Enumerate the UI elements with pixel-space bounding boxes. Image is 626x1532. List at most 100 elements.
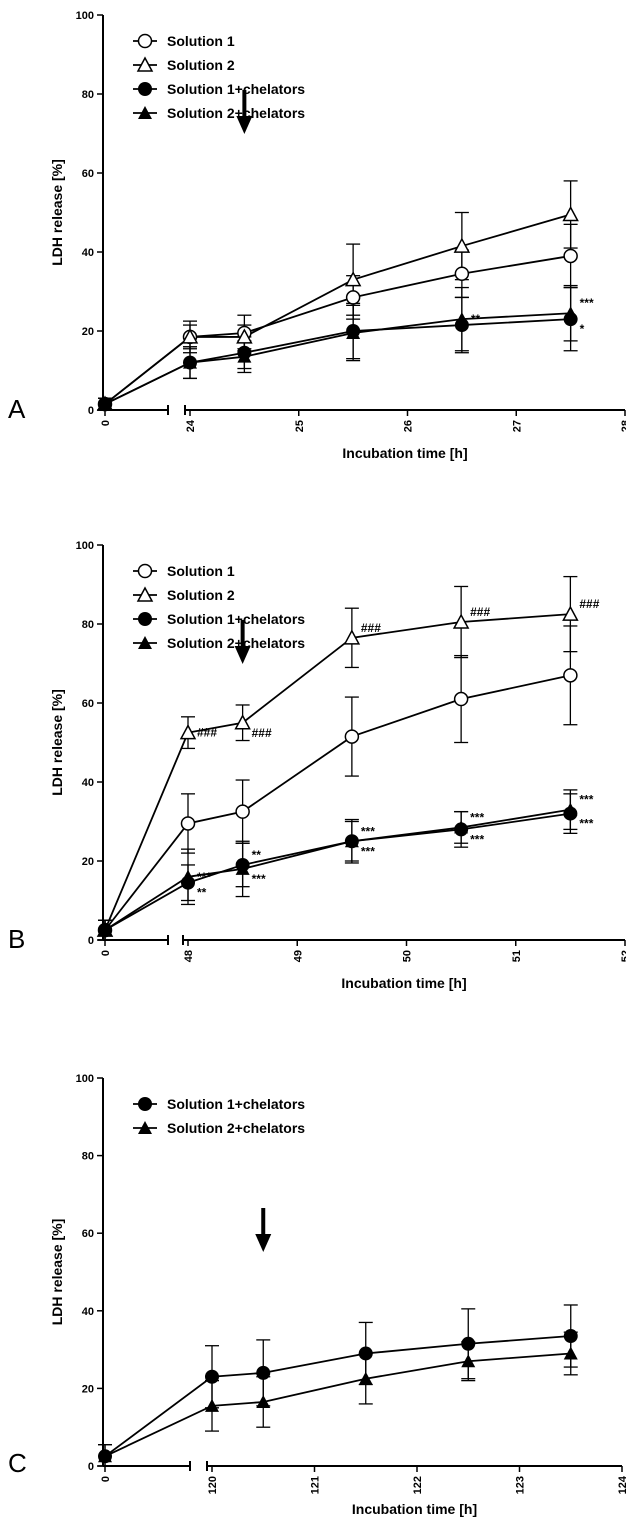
y-tick-label: 40 <box>82 1306 94 1318</box>
legend-marker <box>138 1121 152 1134</box>
y-tick-label: 80 <box>82 619 94 631</box>
data-point <box>181 328 199 344</box>
data-point <box>461 1336 476 1351</box>
data-point <box>343 629 361 645</box>
y-tick-label: 100 <box>76 10 94 22</box>
x-tick-label: 27 <box>511 420 523 432</box>
series-line <box>104 812 571 931</box>
legend-marker <box>137 563 153 579</box>
data-point <box>183 355 197 369</box>
legend-marker <box>137 33 153 49</box>
x-axis-label: Incubation time [h] <box>342 445 467 461</box>
arrow-head <box>255 1234 272 1252</box>
x-tick-label: 0 <box>100 420 112 426</box>
significance-label: ### <box>470 605 490 619</box>
x-tick-label: 51 <box>511 950 523 962</box>
series-line <box>104 808 571 931</box>
legend-marker <box>136 56 154 72</box>
data-point <box>563 306 578 320</box>
data-point <box>562 205 579 222</box>
data-point <box>358 1371 373 1385</box>
x-axis-label: Incubation time [h] <box>352 1501 477 1517</box>
significance-label: *** <box>580 296 594 310</box>
x-tick-label: 50 <box>402 950 414 962</box>
y-tick-label: 20 <box>82 1383 94 1395</box>
series-line <box>104 312 571 405</box>
data-point <box>234 714 251 730</box>
y-tick-label: 100 <box>76 540 94 552</box>
significance-label: *** <box>361 844 375 858</box>
x-tick-label: 24 <box>185 419 197 432</box>
legend-label: Solution 1+chelators <box>167 1096 305 1112</box>
y-tick-label: 0 <box>88 405 94 417</box>
data-point <box>205 1398 219 1412</box>
data-point <box>452 613 470 629</box>
legend-label: Solution 2+chelators <box>167 105 305 121</box>
x-tick-label: 123 <box>515 1476 527 1494</box>
data-point <box>563 1346 578 1360</box>
significance-label: ** <box>252 848 262 862</box>
y-tick-label: 40 <box>82 777 94 789</box>
legend-label: Solution 2+chelators <box>167 1120 305 1136</box>
legend-marker <box>138 612 152 626</box>
data-point <box>256 1365 271 1380</box>
series-line <box>104 1352 571 1458</box>
significance-label: ** <box>471 312 481 326</box>
x-tick-label: 0 <box>100 1476 112 1482</box>
panel-A: 0 20 40 60 80 100 0 24 25 26 27 28 Incubation time [… <box>8 10 626 461</box>
data-point <box>181 869 195 883</box>
significance-label: ### <box>579 597 599 611</box>
legend-marker <box>138 82 152 96</box>
arrow-head <box>234 646 251 664</box>
x-tick-label: 28 <box>620 420 626 432</box>
y-tick-label: 0 <box>88 1461 94 1473</box>
series-line <box>104 674 571 931</box>
legend-label: Solution 1 <box>167 33 235 49</box>
legend-marker <box>138 1097 152 1111</box>
x-tick-label: 25 <box>294 420 306 432</box>
data-point <box>461 1354 476 1368</box>
y-tick-label: 20 <box>82 856 94 868</box>
data-point <box>344 729 360 744</box>
data-point <box>236 328 253 344</box>
x-tick-label: 0 <box>100 950 112 956</box>
significance-label: *** <box>470 832 484 846</box>
x-tick-label: 26 <box>403 420 415 432</box>
data-point <box>453 691 469 707</box>
x-tick-label: 48 <box>183 950 195 962</box>
legend-label: Solution 1 <box>167 563 235 579</box>
data-point <box>358 1346 373 1361</box>
y-tick-label: 80 <box>82 89 94 101</box>
legend-marker <box>138 106 152 119</box>
y-axis-label: LDH release [%] <box>49 1219 65 1326</box>
significance-label: ### <box>197 726 217 740</box>
y-axis-label: LDH release [%] <box>49 689 65 796</box>
series-line <box>104 318 571 405</box>
series-line <box>104 213 571 405</box>
data-point <box>344 834 359 848</box>
legend-marker <box>136 586 154 602</box>
data-point <box>563 668 578 683</box>
panel-C: 0 20 40 60 80 100 0 120 121 122 123 124 Incubation t… <box>8 1073 626 1517</box>
data-point <box>205 1369 219 1384</box>
data-point <box>235 861 250 875</box>
data-point <box>179 724 197 740</box>
significance-label: ### <box>252 726 272 740</box>
panel-letter: C <box>8 1448 27 1478</box>
data-point <box>345 290 361 305</box>
data-point <box>180 816 196 831</box>
data-point <box>563 1329 578 1344</box>
y-tick-label: 0 <box>88 935 94 947</box>
x-tick-label: 120 <box>207 1476 219 1494</box>
data-point <box>344 271 362 287</box>
legend-label: Solution 2+chelators <box>167 635 305 651</box>
x-tick-label: 49 <box>292 950 304 962</box>
significance-label: ** <box>197 886 207 900</box>
x-tick-label: 121 <box>310 1476 322 1494</box>
y-tick-label: 60 <box>82 1228 94 1240</box>
data-point <box>562 605 579 621</box>
series-line <box>104 255 571 405</box>
data-point <box>563 802 578 816</box>
legend-label: Solution 2 <box>167 587 235 603</box>
legend-label: Solution 2 <box>167 57 235 73</box>
